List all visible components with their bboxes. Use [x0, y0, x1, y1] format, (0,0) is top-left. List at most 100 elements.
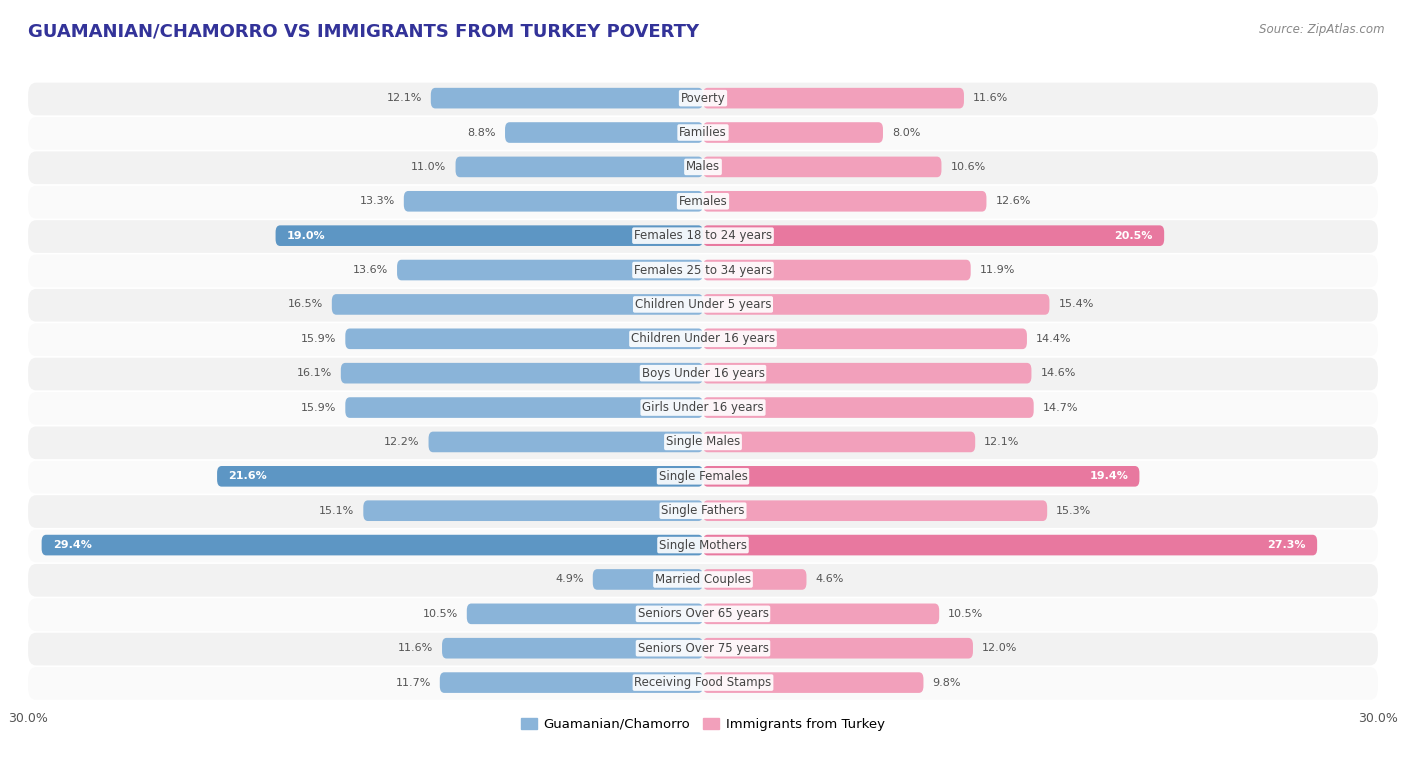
Text: 15.4%: 15.4% — [1059, 299, 1094, 309]
FancyBboxPatch shape — [28, 564, 1378, 597]
FancyBboxPatch shape — [42, 534, 703, 556]
Text: Females: Females — [679, 195, 727, 208]
FancyBboxPatch shape — [340, 363, 703, 384]
FancyBboxPatch shape — [346, 328, 703, 349]
FancyBboxPatch shape — [467, 603, 703, 624]
FancyBboxPatch shape — [703, 363, 1032, 384]
Text: 13.3%: 13.3% — [360, 196, 395, 206]
FancyBboxPatch shape — [703, 603, 939, 624]
Text: 11.9%: 11.9% — [980, 265, 1015, 275]
FancyBboxPatch shape — [440, 672, 703, 693]
Text: 11.6%: 11.6% — [973, 93, 1008, 103]
Text: 12.1%: 12.1% — [387, 93, 422, 103]
FancyBboxPatch shape — [28, 633, 1378, 666]
FancyBboxPatch shape — [703, 122, 883, 143]
FancyBboxPatch shape — [703, 534, 1317, 556]
FancyBboxPatch shape — [396, 260, 703, 280]
Text: Girls Under 16 years: Girls Under 16 years — [643, 401, 763, 414]
Text: 14.6%: 14.6% — [1040, 368, 1076, 378]
FancyBboxPatch shape — [703, 672, 924, 693]
Text: 21.6%: 21.6% — [228, 471, 267, 481]
FancyBboxPatch shape — [703, 225, 1164, 246]
FancyBboxPatch shape — [703, 328, 1026, 349]
FancyBboxPatch shape — [703, 466, 1139, 487]
Text: 29.4%: 29.4% — [53, 540, 91, 550]
Text: 19.4%: 19.4% — [1090, 471, 1128, 481]
FancyBboxPatch shape — [703, 569, 807, 590]
Text: 11.0%: 11.0% — [412, 162, 447, 172]
FancyBboxPatch shape — [456, 157, 703, 177]
FancyBboxPatch shape — [593, 569, 703, 590]
FancyBboxPatch shape — [703, 88, 965, 108]
FancyBboxPatch shape — [28, 530, 1378, 562]
FancyBboxPatch shape — [28, 392, 1378, 424]
Text: Seniors Over 65 years: Seniors Over 65 years — [637, 607, 769, 620]
Text: Single Mothers: Single Mothers — [659, 539, 747, 552]
Text: Females 25 to 34 years: Females 25 to 34 years — [634, 264, 772, 277]
FancyBboxPatch shape — [703, 397, 1033, 418]
FancyBboxPatch shape — [346, 397, 703, 418]
Text: 11.6%: 11.6% — [398, 644, 433, 653]
Text: 10.5%: 10.5% — [948, 609, 983, 619]
Text: Seniors Over 75 years: Seniors Over 75 years — [637, 642, 769, 655]
FancyBboxPatch shape — [28, 152, 1378, 184]
FancyBboxPatch shape — [28, 255, 1378, 287]
FancyBboxPatch shape — [28, 427, 1378, 459]
FancyBboxPatch shape — [429, 431, 703, 453]
FancyBboxPatch shape — [505, 122, 703, 143]
FancyBboxPatch shape — [430, 88, 703, 108]
FancyBboxPatch shape — [28, 117, 1378, 150]
FancyBboxPatch shape — [28, 495, 1378, 528]
FancyBboxPatch shape — [28, 667, 1378, 700]
Text: 12.0%: 12.0% — [981, 644, 1018, 653]
FancyBboxPatch shape — [28, 220, 1378, 253]
FancyBboxPatch shape — [28, 324, 1378, 356]
FancyBboxPatch shape — [363, 500, 703, 521]
FancyBboxPatch shape — [28, 186, 1378, 218]
Text: 19.0%: 19.0% — [287, 230, 325, 240]
FancyBboxPatch shape — [28, 289, 1378, 321]
FancyBboxPatch shape — [703, 191, 987, 211]
Text: 12.6%: 12.6% — [995, 196, 1031, 206]
Text: Children Under 5 years: Children Under 5 years — [634, 298, 772, 311]
Text: Single Females: Single Females — [658, 470, 748, 483]
FancyBboxPatch shape — [441, 638, 703, 659]
Text: Males: Males — [686, 161, 720, 174]
Text: 15.9%: 15.9% — [301, 402, 336, 412]
FancyBboxPatch shape — [217, 466, 703, 487]
FancyBboxPatch shape — [28, 598, 1378, 631]
Text: 27.3%: 27.3% — [1267, 540, 1306, 550]
Text: 16.5%: 16.5% — [288, 299, 323, 309]
Text: Families: Families — [679, 126, 727, 139]
Text: 15.3%: 15.3% — [1056, 506, 1091, 515]
Text: 13.6%: 13.6% — [353, 265, 388, 275]
FancyBboxPatch shape — [332, 294, 703, 315]
Text: 15.9%: 15.9% — [301, 334, 336, 344]
Text: Poverty: Poverty — [681, 92, 725, 105]
Text: 10.6%: 10.6% — [950, 162, 986, 172]
Text: 20.5%: 20.5% — [1115, 230, 1153, 240]
Text: Single Males: Single Males — [666, 435, 740, 449]
Text: Single Fathers: Single Fathers — [661, 504, 745, 517]
Text: Females 18 to 24 years: Females 18 to 24 years — [634, 229, 772, 242]
FancyBboxPatch shape — [28, 83, 1378, 115]
Text: 11.7%: 11.7% — [395, 678, 430, 688]
FancyBboxPatch shape — [28, 358, 1378, 390]
Text: 15.1%: 15.1% — [319, 506, 354, 515]
Legend: Guamanian/Chamorro, Immigrants from Turkey: Guamanian/Chamorro, Immigrants from Turk… — [516, 713, 890, 736]
Text: Boys Under 16 years: Boys Under 16 years — [641, 367, 765, 380]
FancyBboxPatch shape — [404, 191, 703, 211]
Text: 8.8%: 8.8% — [468, 127, 496, 137]
FancyBboxPatch shape — [703, 500, 1047, 521]
Text: 16.1%: 16.1% — [297, 368, 332, 378]
Text: 4.9%: 4.9% — [555, 575, 583, 584]
Text: 12.2%: 12.2% — [384, 437, 419, 447]
FancyBboxPatch shape — [703, 431, 976, 453]
FancyBboxPatch shape — [703, 157, 942, 177]
Text: 8.0%: 8.0% — [891, 127, 921, 137]
Text: 4.6%: 4.6% — [815, 575, 844, 584]
FancyBboxPatch shape — [703, 294, 1049, 315]
Text: GUAMANIAN/CHAMORRO VS IMMIGRANTS FROM TURKEY POVERTY: GUAMANIAN/CHAMORRO VS IMMIGRANTS FROM TU… — [28, 23, 699, 41]
FancyBboxPatch shape — [28, 461, 1378, 493]
FancyBboxPatch shape — [703, 260, 970, 280]
